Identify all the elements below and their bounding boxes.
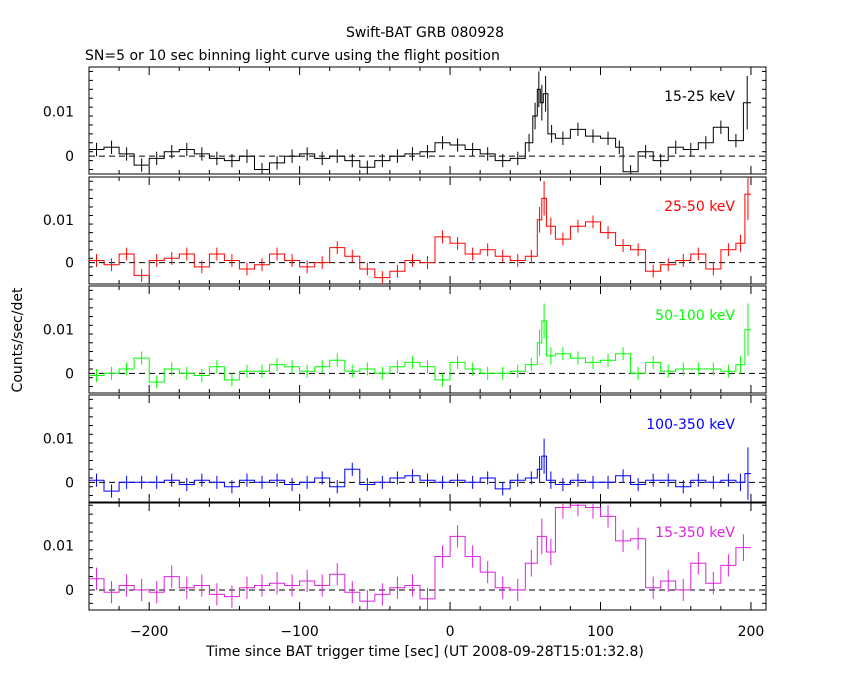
panel-frame [88, 176, 767, 285]
y-tick-label: 0 [65, 583, 74, 599]
y-tick-label: 0.01 [43, 213, 74, 229]
panel-2: 0 0.01 50-100 keV [43, 285, 767, 394]
panel-frame [88, 285, 767, 394]
band-label: 100-350 keV [646, 417, 735, 433]
band-label: 25-50 keV [664, 199, 735, 215]
y-tick-label: 0 [65, 149, 74, 165]
y-tick-label: 0.01 [43, 432, 74, 448]
x-tick-label: −100 [280, 624, 318, 640]
y-tick-label: 0 [65, 366, 74, 382]
y-tick-label: 0 [65, 475, 74, 491]
panel-frame [88, 394, 767, 503]
series-step-line [89, 88, 751, 173]
panel-1: 0 0.01 25-50 keV [43, 176, 767, 285]
band-label: 15-350 keV [655, 525, 735, 541]
band-label: 50-100 keV [655, 308, 735, 324]
chart-title: Swift-BAT GRB 080928 [346, 25, 504, 41]
band-label: 15-25 keV [664, 89, 735, 105]
panels-group: 0 0.01 15-25 keV 0 0.01 25-50 keV 0 0.01 50-100 … [43, 66, 767, 640]
panel-3: 0 0.01 100-350 keV [43, 394, 767, 503]
panel-frame [88, 66, 767, 175]
series-step-line [89, 504, 751, 602]
x-axis-label: Time since BAT trigger time [sec] (UT 20… [205, 644, 644, 660]
y-axis-label: Counts/sec/det [10, 287, 26, 392]
y-tick-label: 0.01 [43, 538, 74, 554]
panel-4: 0 0.01 15-350 keV [43, 502, 767, 611]
chart-subtitle: SN=5 or 10 sec binning light curve using… [85, 48, 500, 64]
x-tick-label: 200 [738, 624, 765, 640]
x-tick-label: −200 [130, 624, 168, 640]
panel-0: 0 0.01 15-25 keV [43, 66, 767, 175]
y-tick-label: 0.01 [43, 323, 74, 339]
series-step-line [89, 193, 751, 279]
series-step-line [89, 320, 751, 383]
x-tick-label: 100 [587, 624, 614, 640]
x-tick-label: 0 [446, 624, 455, 640]
series-step-line [89, 455, 751, 492]
y-tick-label: 0 [65, 256, 74, 272]
y-tick-label: 0.01 [43, 105, 74, 121]
